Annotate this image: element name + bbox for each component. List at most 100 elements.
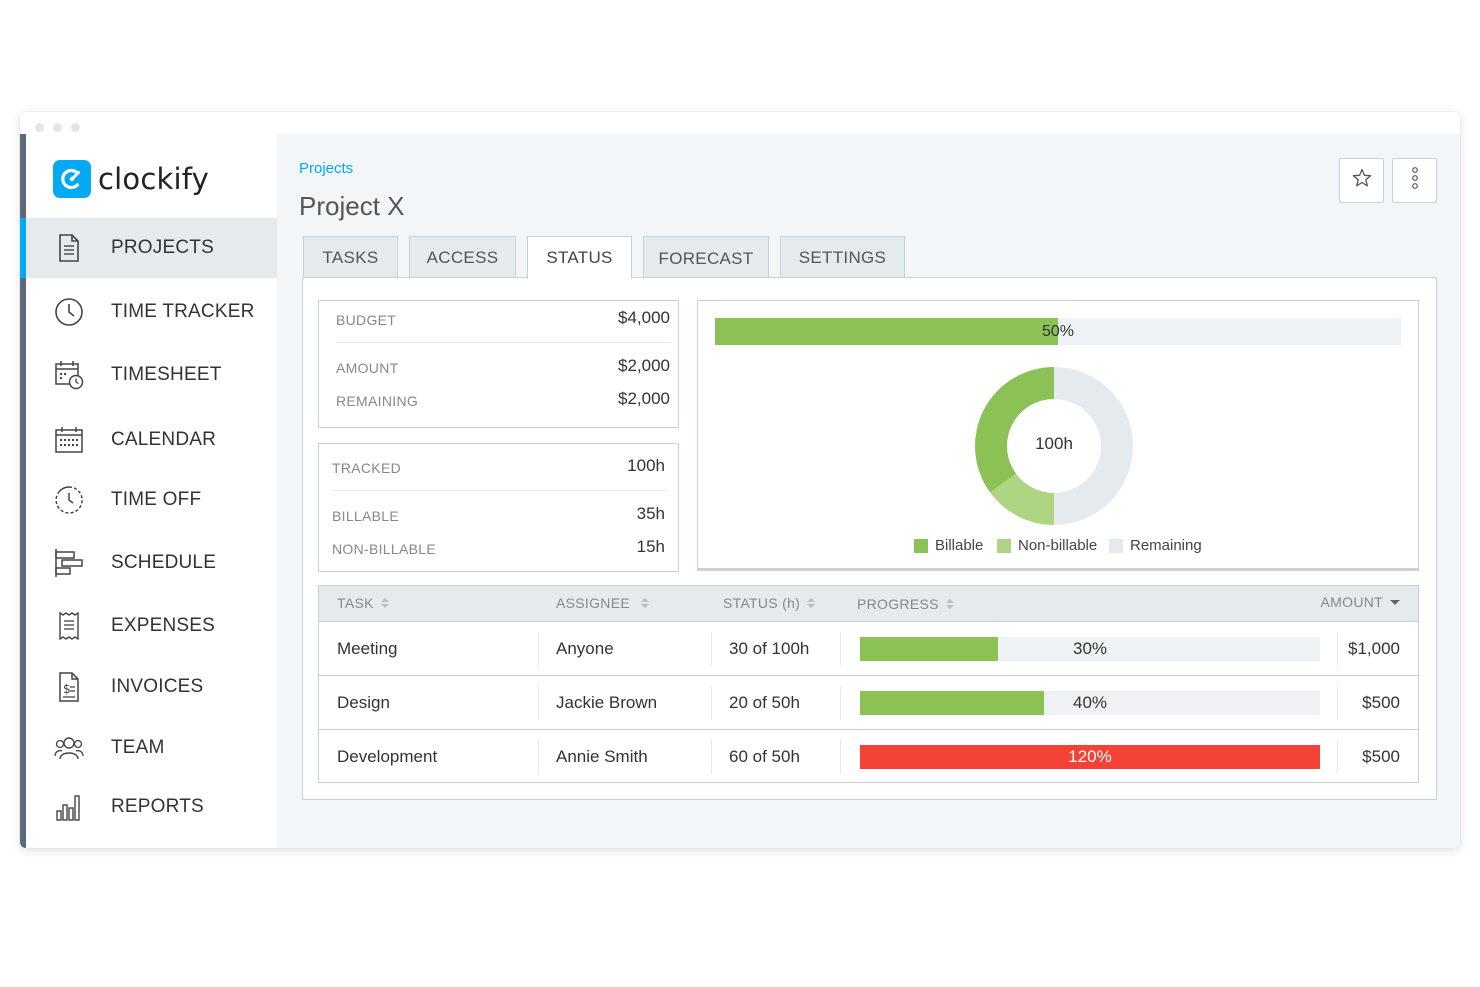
sidebar-item-label: TIME OFF [111,489,202,510]
sort-icon [380,597,389,609]
sidebar-item-team[interactable]: TEAM [26,718,277,778]
sidebar-item-invoices[interactable]: $ INVOICES [26,657,277,717]
more-options-button[interactable] [1392,158,1437,203]
tab-settings[interactable]: SETTINGS [780,236,905,278]
table-row[interactable]: Development Annie Smith 60 of 50h 120% $500 [319,730,1418,784]
assignee-name: Anyone [556,638,614,658]
assignee-name: Annie Smith [556,746,648,766]
task-status: 20 of 50h [729,692,800,712]
card-divider [336,342,671,343]
window-dot [71,123,80,132]
sort-icon [945,598,954,610]
task-name: Meeting [337,638,398,658]
task-progress-label: 40% [1072,693,1108,712]
task-progress-label: 30% [1072,639,1108,658]
task-progress-bar [860,745,1320,769]
cell-divider [840,632,841,666]
donut-slice-non-billable [990,473,1054,525]
task-progress-bar [860,691,1320,715]
tab-access[interactable]: ACCESS [409,236,516,278]
breadcrumb-projects[interactable]: Projects [299,160,354,177]
tracked-label: TRACKED [332,460,401,476]
sidebar-item-projects[interactable]: PROJECTS [20,218,277,278]
column-header-amount[interactable]: AMOUNT [1321,594,1400,610]
sort-icon [640,597,649,609]
cell-divider [538,740,539,774]
sidebar-item-label: TEAM [111,737,165,758]
sort-desc-icon [1390,599,1400,605]
tab-forecast[interactable]: FORECAST [643,236,769,278]
window-dot [53,123,62,132]
app-logo[interactable]: clockify [53,160,209,198]
star-icon [1352,168,1372,193]
column-header-assignee[interactable]: ASSIGNEE [556,595,649,611]
tab-label: ACCESS [426,247,499,267]
sidebar: clockify PROJECTS TIME TRACKER TIMESHEET [20,134,277,848]
task-progress-label: 120% [1068,747,1112,766]
sidebar-item-calendar[interactable]: CALENDAR [26,410,277,470]
cell-divider [840,686,841,720]
sidebar-item-time-tracker[interactable]: TIME TRACKER [26,282,277,342]
app-name: clockify [98,162,210,196]
sidebar-item-reports[interactable]: REPORTS [26,777,277,837]
table-row[interactable]: Design Jackie Brown 20 of 50h 40% $500 [319,676,1418,730]
donut-center-label: 100h [1035,434,1073,453]
legend-nonbillable: Non-billable [997,537,1097,554]
legend-remaining: Remaining [1109,537,1202,554]
invoice-icon: $ [54,672,84,702]
tasks-table: TASK ASSIGNEE STATUS (h) PROGRESS AMOUNT… [318,585,1419,783]
table-header: TASK ASSIGNEE STATUS (h) PROGRESS AMOUNT [319,586,1418,622]
budget-progress-bar: 50% [715,318,1401,345]
column-header-progress[interactable]: PROGRESS [857,596,954,612]
nonbillable-label: NON-BILLABLE [332,541,436,557]
budget-value: $4,000 [618,308,670,327]
sidebar-item-expenses[interactable]: EXPENSES [26,596,277,656]
tab-label: TASKS [322,247,379,267]
tracked-card: TRACKED 100h BILLABLE 35h NON-BILLABLE 1… [318,443,679,572]
budget-label: BUDGET [336,312,397,328]
column-header-task[interactable]: TASK [337,595,389,611]
schedule-icon [54,548,84,578]
tab-tasks[interactable]: TASKS [303,236,398,278]
tab-label: SETTINGS [798,247,887,267]
sidebar-item-timesheet[interactable]: TIMESHEET [26,345,277,405]
sidebar-item-schedule[interactable]: SCHEDULE [26,533,277,593]
task-name: Development [337,746,438,766]
timesheet-icon [54,360,84,390]
overview-card: 50% 100h Billable Non-billable Remaining [697,300,1419,571]
title-bar [20,112,1460,134]
tab-status[interactable]: STATUS [527,236,632,279]
clockify-logo-icon [53,160,91,198]
sidebar-item-label: CALENDAR [111,429,217,450]
column-header-status[interactable]: STATUS (h) [723,595,816,611]
page-title: Project X [299,191,405,221]
cell-divider [711,740,712,774]
table-row[interactable]: Meeting Anyone 30 of 100h 30% $1,000 [319,622,1418,676]
document-icon [54,233,84,263]
calendar-icon [54,425,84,455]
column-label: TASK [337,595,374,611]
column-label: PROGRESS [857,596,939,612]
legend-label: Billable [935,537,984,554]
receipt-icon [54,611,84,641]
budget-progress-fill [715,318,1058,345]
time-off-icon [54,485,84,515]
bar-chart-icon [54,792,84,822]
svg-text:$: $ [63,682,71,696]
legend-label: Remaining [1130,537,1202,554]
task-amount: $500 [1362,746,1400,766]
cell-divider [538,632,539,666]
sort-icon [807,597,816,609]
tab-label: FORECAST [658,248,754,268]
window-edge [20,134,26,848]
task-progress-fill [860,745,1320,769]
sidebar-item-label: EXPENSES [111,615,216,636]
card-divider [332,490,667,491]
task-progress-fill [860,691,1044,715]
task-amount: $500 [1362,692,1400,712]
donut-slice-billable [975,367,1054,493]
favorite-button[interactable] [1339,158,1384,203]
legend-billable: Billable [914,537,983,554]
cell-divider [538,686,539,720]
sidebar-item-time-off[interactable]: TIME OFF [26,470,277,530]
